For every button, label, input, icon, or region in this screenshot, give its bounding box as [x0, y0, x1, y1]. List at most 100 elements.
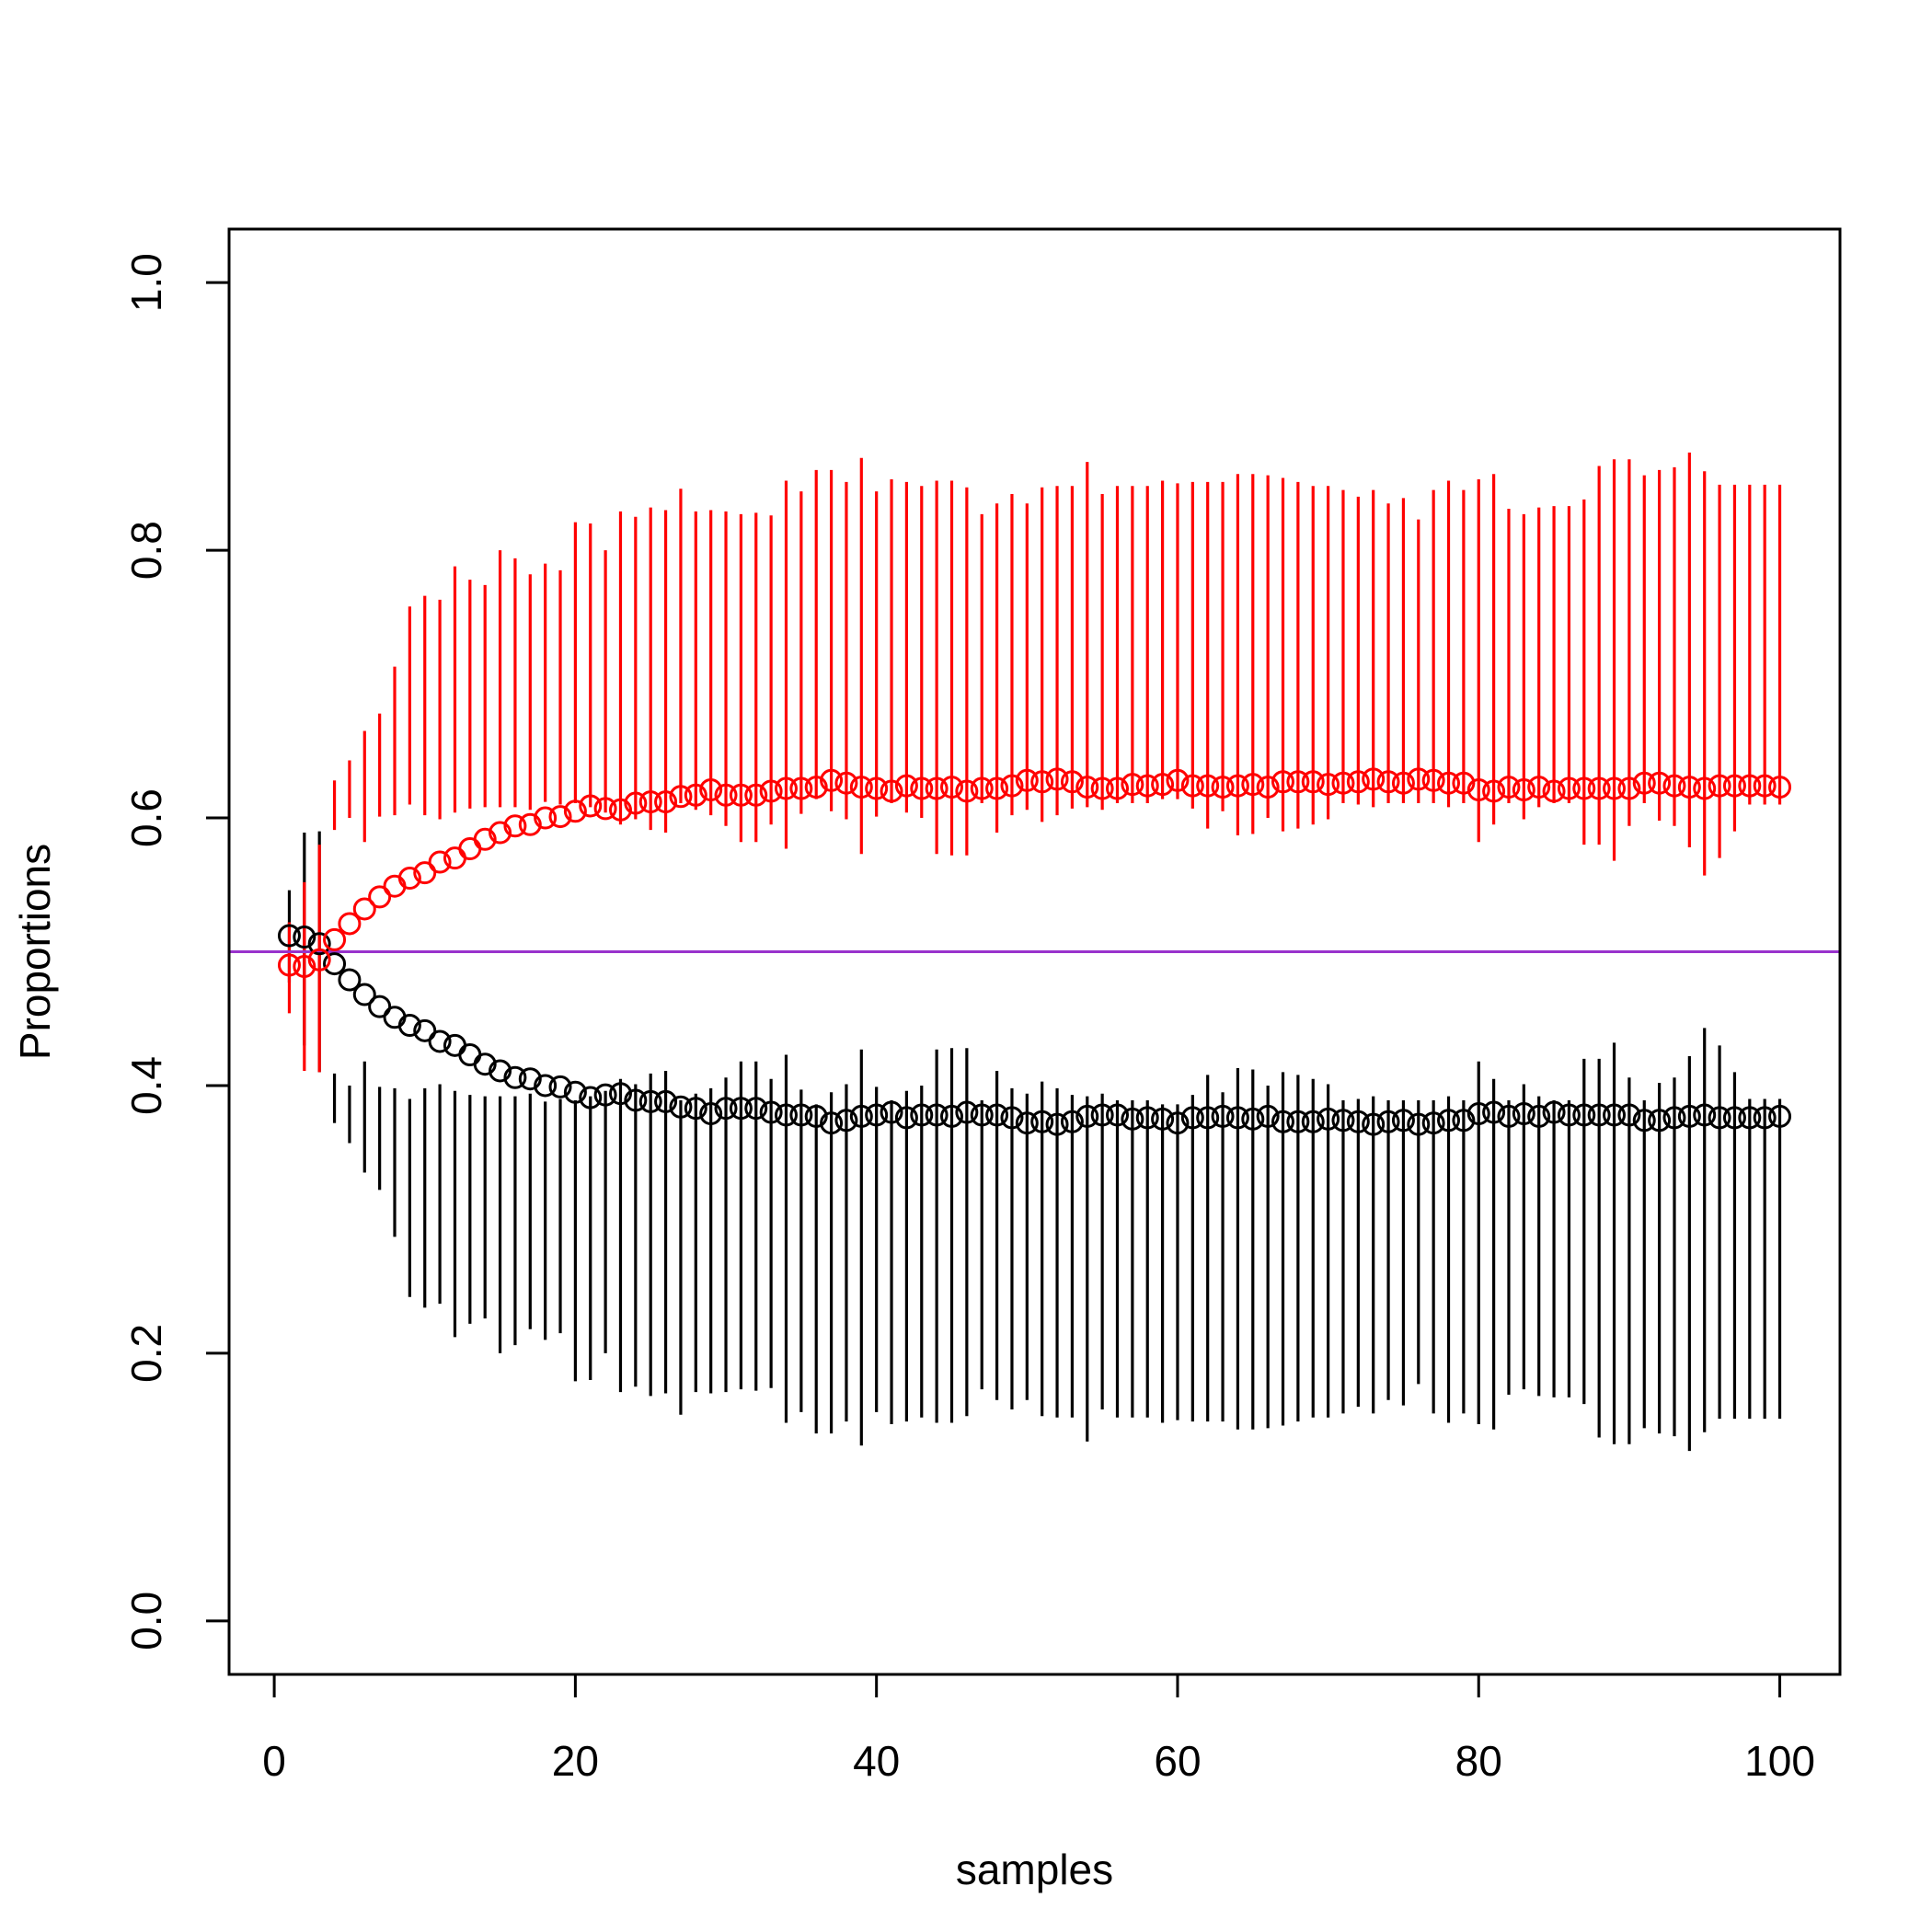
data-point: [1557, 1103, 1581, 1127]
data-point: [1527, 1104, 1551, 1128]
data-point: [579, 794, 603, 818]
data-point: [534, 806, 558, 830]
data-point: [638, 790, 662, 814]
data-point: [1060, 1110, 1084, 1133]
data-point: [1106, 1103, 1130, 1127]
data-point: [804, 1104, 828, 1128]
data-point: [548, 805, 572, 829]
data-point: [985, 776, 1009, 800]
data-point: [608, 798, 632, 822]
data-point: [699, 777, 723, 801]
data-point: [774, 776, 798, 800]
data-point: [428, 850, 452, 874]
data-point: [1437, 1109, 1461, 1133]
data-point: [1557, 776, 1581, 800]
data-point: [1166, 1111, 1190, 1135]
data-point: [955, 1100, 979, 1124]
data-point: [1648, 1109, 1672, 1133]
x-tick-label: 60: [1154, 1737, 1201, 1785]
data-point: [985, 1103, 1009, 1127]
x-tick-label: 40: [853, 1737, 900, 1785]
data-point: [1542, 779, 1566, 803]
data-point: [1346, 1110, 1370, 1133]
data-point: [684, 783, 707, 807]
data-point: [1722, 774, 1746, 798]
data-point: [307, 932, 331, 956]
data-point: [293, 925, 316, 949]
y-tick-label: 0.2: [122, 1324, 170, 1383]
data-point: [413, 1018, 437, 1042]
data-point: [789, 776, 813, 800]
data-point: [1497, 776, 1521, 799]
data-point: [1045, 767, 1069, 791]
data-point: [1662, 774, 1686, 798]
data-point: [489, 1059, 512, 1083]
x-tick-label: 100: [1744, 1737, 1815, 1785]
data-point: [1286, 1110, 1310, 1133]
data-point: [368, 885, 392, 909]
data-point: [970, 1103, 994, 1127]
data-point: [1587, 776, 1611, 800]
data-point: [1527, 776, 1551, 799]
data-point: [1512, 777, 1535, 801]
y-tick-label: 0.8: [122, 521, 170, 580]
data-point: [1572, 1103, 1596, 1127]
data-point: [820, 1111, 844, 1135]
data-point: [323, 952, 347, 976]
data-point: [277, 924, 301, 948]
data-point: [939, 1104, 963, 1128]
data-point: [1632, 771, 1656, 795]
data-point: [579, 1086, 603, 1110]
data-point: [729, 1097, 753, 1121]
data-point: [729, 783, 753, 807]
data-point: [1362, 767, 1386, 791]
data-point: [834, 771, 858, 795]
data-point: [1075, 1104, 1099, 1128]
data-point: [1753, 1106, 1777, 1130]
data-point: [970, 776, 994, 800]
data-point: [880, 1100, 903, 1124]
y-axis: 0.0 0.2 0.4 0.6 0.8 1.0: [122, 253, 231, 1650]
data-point: [503, 814, 527, 838]
data-point: [307, 948, 331, 972]
data-point: [925, 1103, 949, 1127]
data-point: [1693, 776, 1717, 800]
data-point: [1708, 774, 1731, 798]
data-point: [759, 779, 783, 803]
data-point: [413, 861, 437, 885]
data-point: [774, 1103, 798, 1127]
data-point: [563, 1080, 587, 1104]
data-point: [849, 776, 873, 799]
data-point: [1211, 1104, 1235, 1128]
data-point: [714, 783, 738, 807]
data-point: [1587, 1103, 1611, 1127]
data-point: [473, 1052, 497, 1076]
y-tick-label: 0.0: [122, 1592, 170, 1650]
data-point: [744, 1097, 768, 1121]
data-point: [1497, 1104, 1521, 1128]
data-point: [1135, 774, 1159, 798]
data-point: [1211, 776, 1235, 799]
data-point: [1391, 1109, 1415, 1133]
data-point: [534, 1074, 558, 1098]
data-point: [397, 866, 421, 890]
data-point: [1677, 1104, 1701, 1128]
data-point: [503, 1065, 527, 1089]
data-point: [1693, 1103, 1717, 1127]
data-point: [1225, 1106, 1249, 1130]
data-point: [1121, 773, 1144, 797]
x-tick-label: 80: [1455, 1737, 1502, 1785]
data-point: [849, 1104, 873, 1128]
data-point: [1452, 771, 1476, 795]
data-point: [624, 1088, 648, 1112]
data-point: [894, 1106, 918, 1130]
data-point: [352, 897, 376, 921]
data-point: [1407, 1112, 1431, 1136]
data-point: [1738, 1106, 1762, 1130]
data-point: [910, 1103, 934, 1127]
data-point: [1632, 1109, 1656, 1133]
data-point: [1196, 774, 1220, 798]
data-point: [473, 827, 497, 851]
data-point: [939, 776, 963, 799]
